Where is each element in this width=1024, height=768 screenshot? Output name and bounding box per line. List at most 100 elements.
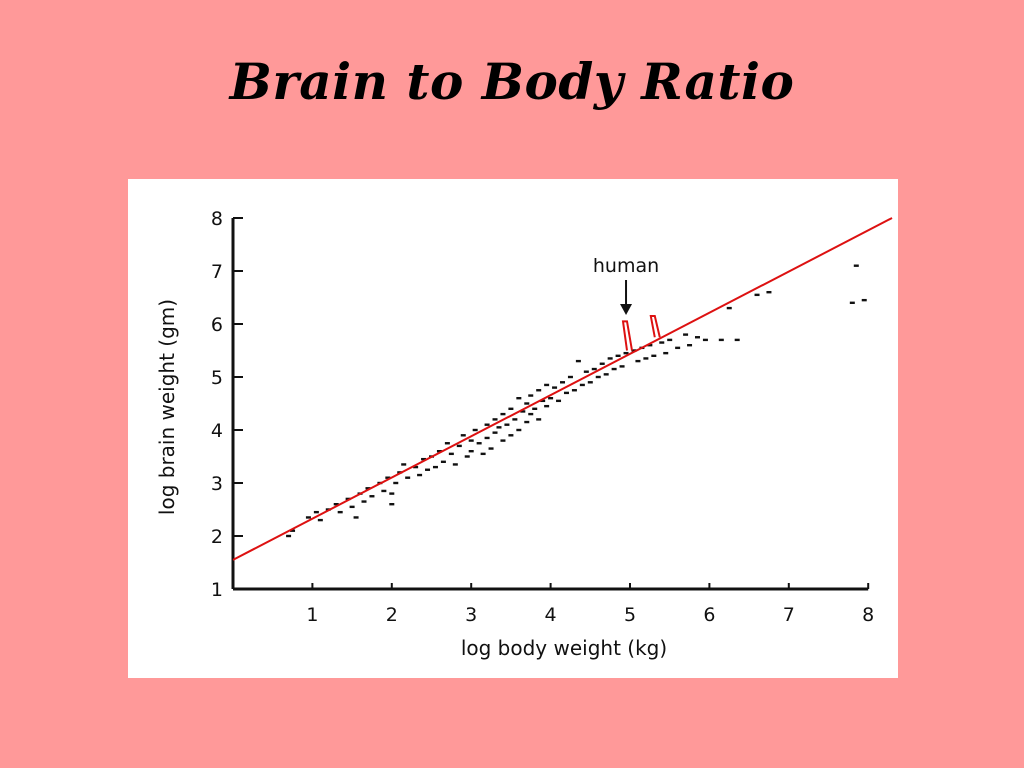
data-point bbox=[484, 423, 490, 426]
data-point bbox=[365, 487, 371, 490]
data-point bbox=[385, 476, 391, 479]
data-point bbox=[635, 359, 641, 363]
data-point bbox=[563, 391, 569, 395]
data-point bbox=[516, 397, 522, 400]
data-point bbox=[734, 338, 740, 342]
data-point bbox=[619, 365, 625, 368]
x-tick-label: 4 bbox=[545, 604, 557, 626]
data-point bbox=[337, 510, 343, 514]
x-tick-label: 8 bbox=[862, 604, 874, 626]
data-point bbox=[726, 306, 732, 310]
data-point bbox=[421, 457, 427, 461]
data-point bbox=[683, 333, 689, 336]
data-point bbox=[444, 442, 450, 445]
data-point bbox=[579, 383, 585, 387]
x-tick-label: 3 bbox=[465, 604, 477, 626]
y-tick-label: 7 bbox=[211, 261, 223, 283]
data-point bbox=[524, 402, 530, 405]
data-point bbox=[425, 468, 431, 471]
data-point bbox=[492, 431, 498, 434]
data-point bbox=[508, 434, 514, 437]
data-point bbox=[393, 481, 399, 485]
y-tick-label: 4 bbox=[211, 420, 223, 442]
data-point bbox=[536, 389, 542, 392]
data-point bbox=[401, 463, 407, 466]
data-point bbox=[548, 397, 554, 400]
chart-panel: 1 2 3 4 5 6 7 8 1 2 3 4 5 6 7 8 human log body weight (… bbox=[128, 179, 898, 678]
data-point bbox=[500, 439, 506, 442]
data-point bbox=[369, 495, 375, 498]
data-point bbox=[405, 476, 411, 479]
data-point bbox=[766, 291, 772, 294]
data-point bbox=[389, 503, 395, 506]
data-point bbox=[504, 423, 510, 426]
residual-marker bbox=[649, 315, 661, 338]
annotation-group: human bbox=[593, 255, 659, 315]
data-point bbox=[472, 428, 478, 432]
data-point bbox=[694, 336, 700, 339]
data-point bbox=[436, 450, 442, 453]
data-point bbox=[659, 341, 665, 344]
data-point bbox=[718, 338, 724, 342]
y-tick-label: 8 bbox=[211, 208, 223, 230]
x-tick-label: 5 bbox=[624, 604, 636, 626]
data-point bbox=[286, 534, 292, 538]
data-point bbox=[631, 349, 637, 352]
data-point bbox=[464, 455, 470, 458]
data-point bbox=[508, 407, 514, 410]
regression-line bbox=[232, 217, 893, 561]
data-point bbox=[595, 375, 601, 379]
data-point bbox=[520, 410, 526, 413]
chart-ticks: 1 2 3 4 5 6 7 8 1 2 3 4 5 6 7 8 bbox=[211, 208, 874, 626]
data-point bbox=[667, 338, 673, 342]
data-point bbox=[556, 399, 562, 403]
data-point bbox=[611, 367, 617, 371]
data-point bbox=[532, 407, 538, 410]
data-point bbox=[861, 298, 867, 302]
data-point bbox=[591, 367, 597, 371]
data-point bbox=[528, 412, 534, 416]
data-point bbox=[512, 418, 518, 421]
data-point bbox=[528, 394, 534, 397]
data-point bbox=[353, 516, 359, 519]
data-point bbox=[440, 460, 446, 463]
data-point bbox=[476, 442, 482, 445]
data-point bbox=[516, 428, 522, 432]
x-tick-label: 6 bbox=[703, 604, 715, 626]
data-point bbox=[468, 450, 474, 453]
data-point bbox=[333, 503, 339, 506]
data-point bbox=[313, 510, 319, 514]
data-point bbox=[536, 418, 542, 421]
human-label: human bbox=[593, 255, 659, 277]
data-point bbox=[544, 404, 550, 408]
data-point bbox=[349, 505, 355, 509]
data-point bbox=[417, 473, 423, 477]
y-tick-label: 2 bbox=[211, 526, 223, 548]
data-point bbox=[571, 389, 577, 392]
data-point bbox=[643, 357, 649, 360]
chart-points bbox=[286, 264, 867, 538]
data-point bbox=[623, 351, 629, 355]
y-axis-label: log brain weight (gm) bbox=[155, 299, 179, 515]
data-point bbox=[290, 529, 296, 532]
data-point bbox=[560, 381, 566, 384]
data-point bbox=[432, 465, 438, 469]
y-tick-label: 5 bbox=[211, 367, 223, 389]
data-point bbox=[544, 383, 550, 387]
data-point bbox=[603, 373, 609, 376]
data-point bbox=[587, 381, 593, 384]
data-point bbox=[452, 463, 458, 466]
data-point bbox=[480, 452, 486, 456]
data-point bbox=[448, 452, 454, 456]
data-point bbox=[524, 420, 530, 424]
data-point bbox=[615, 354, 621, 357]
data-point bbox=[492, 418, 498, 421]
chart-axes bbox=[231, 218, 869, 591]
data-point bbox=[345, 497, 351, 501]
data-point bbox=[849, 301, 855, 304]
x-axis-label: log body weight (kg) bbox=[461, 636, 667, 660]
data-point bbox=[413, 465, 419, 469]
data-point bbox=[675, 346, 681, 350]
data-point bbox=[496, 426, 502, 429]
data-point bbox=[500, 412, 506, 416]
